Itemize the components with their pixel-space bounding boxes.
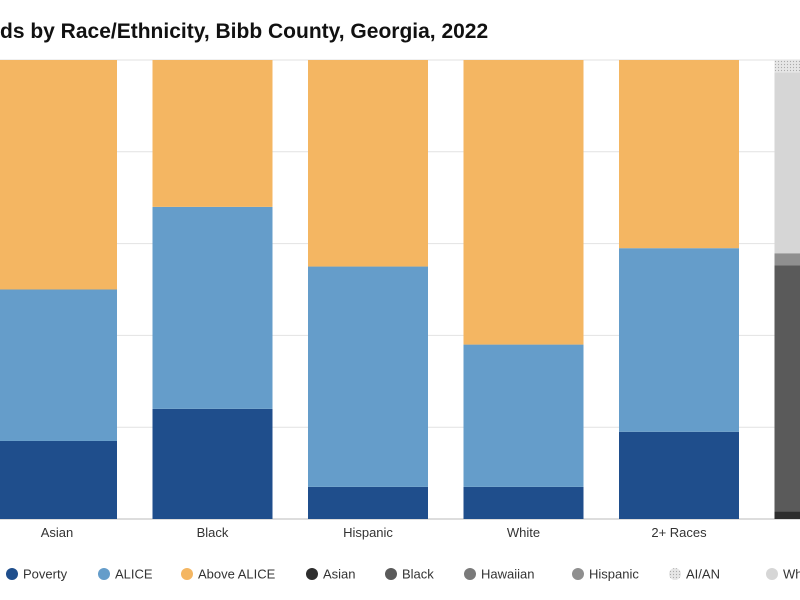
total-segment-black xyxy=(774,265,800,512)
legend-label: Above ALICE xyxy=(198,567,276,582)
legend-item: AI/AN xyxy=(669,567,720,582)
legend-label: Poverty xyxy=(23,567,68,582)
legend-swatch xyxy=(385,568,397,580)
x-tick-label: White xyxy=(507,525,540,540)
x-tick-label: 2+ Races xyxy=(651,525,707,540)
bar-segment-poverty xyxy=(463,486,584,519)
legend-label: ALICE xyxy=(115,567,153,582)
legend-swatch xyxy=(669,568,681,580)
legend-item: Poverty xyxy=(6,567,68,582)
bar-segment-poverty xyxy=(308,486,428,519)
total-segment-hispanic xyxy=(774,253,800,266)
legend-label: Black xyxy=(402,567,434,582)
bar-segment-alice xyxy=(619,248,739,432)
legend-swatch xyxy=(464,568,476,580)
total-segment-asian xyxy=(774,511,800,519)
legend-item: ALICE xyxy=(98,567,153,582)
total-segment-white xyxy=(774,72,800,254)
bar-segment-poverty xyxy=(0,440,117,519)
bar-segment-alice xyxy=(152,206,273,409)
bar-segment-above-alice xyxy=(152,60,273,207)
legend-swatch xyxy=(6,568,18,580)
legend-label: Hawaiian xyxy=(481,567,534,582)
legend-swatch xyxy=(766,568,778,580)
legend-swatch xyxy=(306,568,318,580)
legend-item: Above ALICE xyxy=(181,567,276,582)
legend-item: Asian xyxy=(306,567,356,582)
legend-label: White xyxy=(783,567,800,582)
bar-segment-alice xyxy=(0,289,117,441)
bar-segment-above-alice xyxy=(308,60,428,267)
legend-swatch xyxy=(572,568,584,580)
bar-segment-above-alice xyxy=(619,60,739,249)
bar-segment-alice xyxy=(308,266,428,487)
legend-label: Hispanic xyxy=(589,567,639,582)
bar-segment-above-alice xyxy=(0,60,117,290)
bar-segment-alice xyxy=(463,344,584,487)
chart-title: ds by Race/Ethnicity, Bibb County, Georg… xyxy=(0,20,488,43)
bar-segment-poverty xyxy=(152,408,273,519)
legend-item: Hispanic xyxy=(572,567,639,582)
bar-segment-poverty xyxy=(619,431,739,519)
x-tick-label: Asian xyxy=(41,525,74,540)
legend-item: Hawaiian xyxy=(464,567,534,582)
legend-swatch xyxy=(181,568,193,580)
legend-item: Black xyxy=(385,567,434,582)
legend-item: White xyxy=(766,567,800,582)
x-tick-label: Black xyxy=(197,525,229,540)
bar-segment-above-alice xyxy=(463,60,584,345)
legend-swatch xyxy=(98,568,110,580)
total-segment-ai-an xyxy=(774,60,800,73)
legend-label: Asian xyxy=(323,567,356,582)
x-tick-label: Hispanic xyxy=(343,525,393,540)
legend-label: AI/AN xyxy=(686,567,720,582)
